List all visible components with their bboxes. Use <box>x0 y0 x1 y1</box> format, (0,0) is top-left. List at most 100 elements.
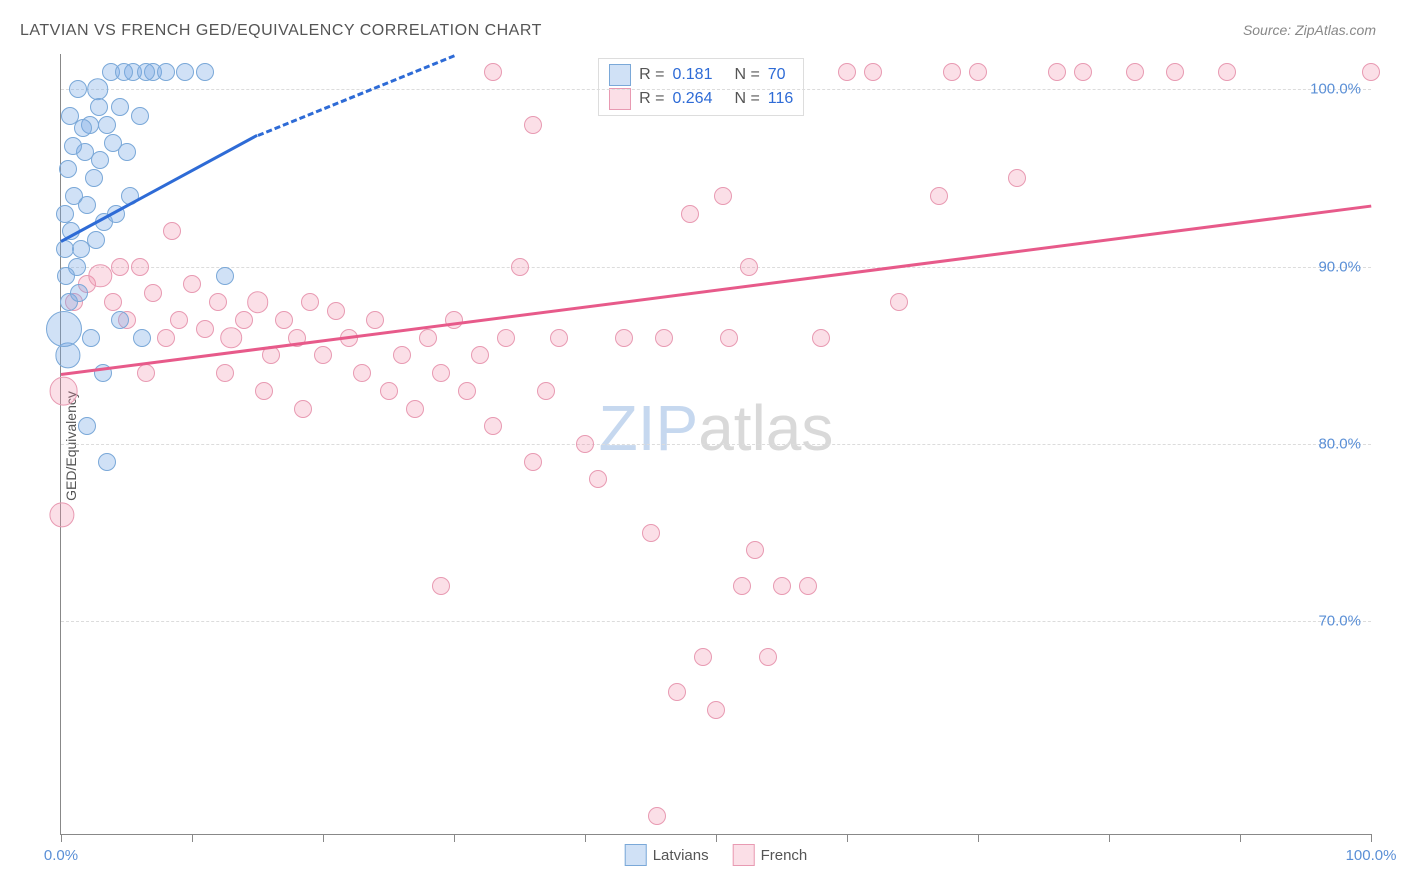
marker-latvian <box>85 169 103 187</box>
marker-latvian <box>56 205 74 223</box>
legend-swatch <box>625 844 647 866</box>
x-tick <box>1109 834 1110 842</box>
marker-french <box>615 329 633 347</box>
marker-french <box>255 382 273 400</box>
watermark-b: atlas <box>698 392 833 464</box>
marker-french <box>49 376 78 405</box>
watermark-a: ZIP <box>599 392 699 464</box>
marker-french <box>294 400 312 418</box>
marker-french <box>301 293 319 311</box>
marker-latvian <box>216 267 234 285</box>
marker-french <box>864 63 882 81</box>
marker-french <box>1362 63 1380 81</box>
marker-french <box>1008 169 1026 187</box>
marker-french <box>655 329 673 347</box>
marker-french <box>216 364 234 382</box>
legend-text: R = <box>639 87 664 111</box>
x-tick <box>716 834 717 842</box>
marker-french <box>144 284 162 302</box>
marker-french <box>247 291 269 313</box>
marker-french <box>314 346 332 364</box>
marker-latvian <box>64 137 82 155</box>
marker-french <box>524 116 542 134</box>
marker-latvian <box>55 343 80 368</box>
marker-french <box>235 311 253 329</box>
marker-french <box>484 417 502 435</box>
marker-french <box>366 311 384 329</box>
marker-latvian <box>118 143 136 161</box>
legend-row: R =0.181N =70 <box>609 63 793 87</box>
marker-french <box>183 275 201 293</box>
legend-item: Latvians <box>625 844 709 866</box>
marker-french <box>157 329 175 347</box>
marker-french <box>648 807 666 825</box>
marker-latvian <box>91 151 109 169</box>
marker-latvian <box>157 63 175 81</box>
marker-french <box>170 311 188 329</box>
marker-french <box>471 346 489 364</box>
marker-french <box>484 63 502 81</box>
source-label: Source: ZipAtlas.com <box>1243 22 1376 38</box>
legend-text: N = <box>734 63 759 87</box>
marker-latvian <box>196 63 214 81</box>
x-tick <box>978 834 979 842</box>
x-tick <box>192 834 193 842</box>
marker-latvian <box>90 98 108 116</box>
marker-latvian <box>69 80 87 98</box>
marker-french <box>890 293 908 311</box>
marker-french <box>930 187 948 205</box>
marker-latvian <box>87 79 109 101</box>
marker-french <box>524 453 542 471</box>
legend-label: Latvians <box>653 847 709 864</box>
marker-latvian <box>65 187 83 205</box>
marker-french <box>1166 63 1184 81</box>
marker-french <box>458 382 476 400</box>
marker-french <box>720 329 738 347</box>
legend-bottom: LatviansFrench <box>625 844 808 866</box>
legend-text: N = <box>734 87 759 111</box>
marker-french <box>511 258 529 276</box>
marker-french <box>576 435 594 453</box>
marker-latvian <box>98 116 116 134</box>
marker-latvian <box>115 63 133 81</box>
marker-french <box>1048 63 1066 81</box>
marker-french <box>1074 63 1092 81</box>
legend-swatch <box>733 844 755 866</box>
marker-french <box>799 577 817 595</box>
marker-french <box>209 293 227 311</box>
legend-value: 0.181 <box>672 63 726 87</box>
plot-area: ZIPatlas R =0.181N =70R =0.264N =116 Lat… <box>60 54 1371 835</box>
x-tick <box>61 834 62 842</box>
marker-french <box>432 577 450 595</box>
marker-french <box>111 258 129 276</box>
marker-latvian <box>111 311 129 329</box>
marker-french <box>537 382 555 400</box>
x-tick <box>847 834 848 842</box>
marker-french <box>589 470 607 488</box>
marker-french <box>163 222 181 240</box>
legend-value: 70 <box>768 63 786 87</box>
gridline <box>61 444 1371 445</box>
marker-french <box>550 329 568 347</box>
watermark: ZIPatlas <box>599 391 834 465</box>
marker-french <box>380 382 398 400</box>
y-tick-label: 70.0% <box>1318 613 1361 630</box>
gridline <box>61 621 1371 622</box>
x-tick <box>1371 834 1372 842</box>
marker-latvian <box>111 98 129 116</box>
marker-french <box>714 187 732 205</box>
marker-french <box>131 258 149 276</box>
marker-latvian <box>176 63 194 81</box>
marker-french <box>327 302 345 320</box>
x-tick <box>1240 834 1241 842</box>
y-tick-label: 100.0% <box>1310 81 1361 98</box>
legend-swatch <box>609 88 631 110</box>
marker-latvian <box>57 267 75 285</box>
x-tick <box>323 834 324 842</box>
marker-french <box>406 400 424 418</box>
marker-french <box>812 329 830 347</box>
marker-latvian <box>137 63 155 81</box>
marker-french <box>773 577 791 595</box>
legend-row: R =0.264N =116 <box>609 87 793 111</box>
marker-french <box>89 264 112 287</box>
